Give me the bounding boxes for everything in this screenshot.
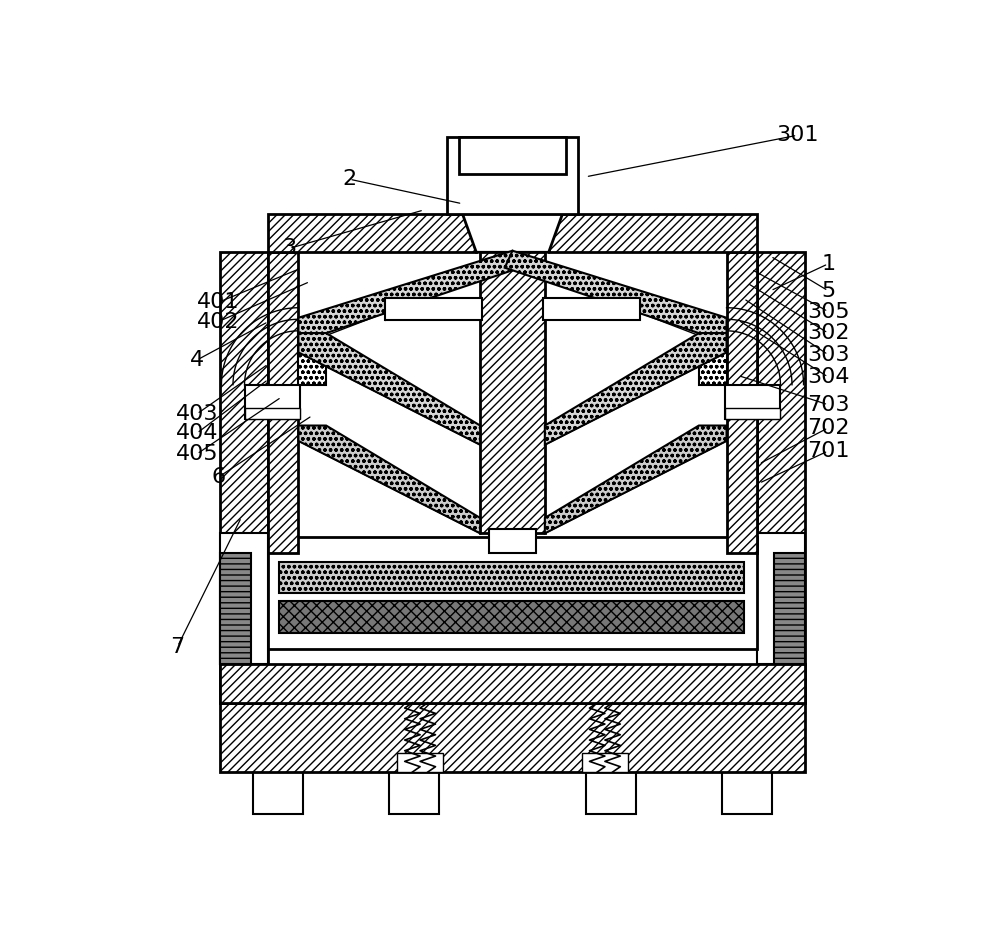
Text: 1: 1 xyxy=(821,254,835,274)
Text: 302: 302 xyxy=(807,323,849,343)
Text: 701: 701 xyxy=(807,441,849,461)
Polygon shape xyxy=(220,552,251,664)
Bar xyxy=(725,385,780,420)
Bar xyxy=(220,534,268,664)
Text: 3: 3 xyxy=(282,238,296,259)
Bar xyxy=(447,136,578,214)
Polygon shape xyxy=(545,333,727,445)
Polygon shape xyxy=(298,250,520,333)
Polygon shape xyxy=(757,252,805,703)
Polygon shape xyxy=(545,344,727,445)
Text: 303: 303 xyxy=(807,344,849,365)
Text: 2: 2 xyxy=(342,169,356,189)
Text: 7: 7 xyxy=(170,636,185,657)
Bar xyxy=(543,298,640,320)
Polygon shape xyxy=(699,329,727,385)
Polygon shape xyxy=(298,437,480,534)
Bar xyxy=(397,753,443,772)
Text: 402: 402 xyxy=(197,311,240,331)
Polygon shape xyxy=(545,437,727,534)
Text: 702: 702 xyxy=(807,418,849,438)
Polygon shape xyxy=(727,252,757,552)
Polygon shape xyxy=(279,601,744,633)
Bar xyxy=(582,753,628,772)
Polygon shape xyxy=(774,552,805,664)
Text: 4: 4 xyxy=(190,350,204,370)
Text: 405: 405 xyxy=(175,444,218,464)
Bar xyxy=(725,407,780,420)
Bar xyxy=(586,772,636,814)
Polygon shape xyxy=(549,214,757,252)
Bar xyxy=(385,298,482,320)
Text: 305: 305 xyxy=(807,301,850,322)
Text: 304: 304 xyxy=(807,367,849,387)
Text: 301: 301 xyxy=(776,125,819,145)
Bar xyxy=(722,772,772,814)
Bar xyxy=(757,534,805,664)
Polygon shape xyxy=(268,252,298,552)
Text: 5: 5 xyxy=(821,280,835,301)
Polygon shape xyxy=(480,252,545,534)
Polygon shape xyxy=(298,252,512,341)
Polygon shape xyxy=(512,252,727,341)
Polygon shape xyxy=(462,214,563,252)
Polygon shape xyxy=(279,562,744,593)
Polygon shape xyxy=(505,250,727,333)
Polygon shape xyxy=(220,252,268,703)
Bar xyxy=(389,772,439,814)
Bar xyxy=(459,136,566,174)
Polygon shape xyxy=(298,333,480,445)
Bar xyxy=(268,537,757,649)
Polygon shape xyxy=(545,425,727,534)
Polygon shape xyxy=(268,214,476,252)
Bar xyxy=(253,772,303,814)
Bar xyxy=(245,385,300,420)
Text: 404: 404 xyxy=(176,423,218,443)
Bar xyxy=(489,530,536,552)
Text: 703: 703 xyxy=(807,395,849,415)
Polygon shape xyxy=(298,425,480,534)
Text: 401: 401 xyxy=(197,293,240,312)
Bar xyxy=(245,407,300,420)
Polygon shape xyxy=(298,329,326,385)
Polygon shape xyxy=(298,344,480,445)
Text: 6: 6 xyxy=(211,467,225,487)
Polygon shape xyxy=(220,664,805,703)
Polygon shape xyxy=(220,703,805,772)
Text: 403: 403 xyxy=(176,404,218,424)
